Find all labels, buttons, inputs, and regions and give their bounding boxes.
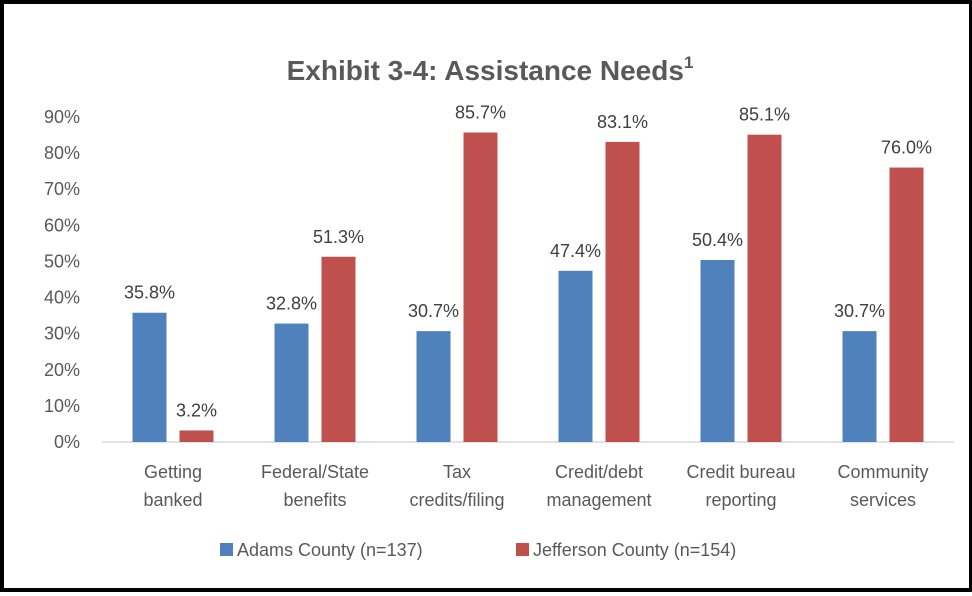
y-tick-label: 80%: [44, 143, 80, 163]
data-label: 30.7%: [408, 301, 459, 321]
category-label: Credit bureau reporting: [686, 462, 795, 510]
legend-label: Adams County (n=137): [237, 540, 423, 560]
y-tick-label: 60%: [44, 215, 80, 235]
category-label: Credit/debt management: [546, 462, 651, 510]
legend-swatch: [220, 543, 233, 556]
legend-label: Jefferson County (n=154): [533, 540, 736, 560]
y-tick-label: 30%: [44, 324, 80, 344]
data-label: 85.7%: [455, 103, 506, 123]
data-label: 35.8%: [124, 283, 175, 303]
data-label: 32.8%: [266, 294, 317, 314]
data-labels: 35.8% 3.2% 32.8% 51.3% 30.7% 85.7% 47.4% 83.1% 5…: [124, 103, 932, 421]
data-label: 83.1%: [597, 112, 648, 132]
x-axis: Getting banked Federal/State benefits Tax cre…: [102, 441, 954, 510]
data-label: 76.0%: [881, 138, 932, 158]
bar: [463, 132, 498, 442]
bar: [889, 167, 924, 443]
y-tick-label: 90%: [44, 107, 80, 127]
y-tick-label: 40%: [44, 288, 80, 308]
bar-series: [132, 132, 924, 443]
data-label: 30.7%: [834, 301, 885, 321]
bar: [605, 141, 640, 442]
data-label: 3.2%: [176, 400, 217, 420]
category-label: Getting banked: [143, 462, 202, 510]
data-label: 50.4%: [692, 230, 743, 250]
data-label: 47.4%: [550, 241, 601, 261]
category-label: Federal/State benefits: [261, 462, 369, 510]
y-tick-label: 0%: [54, 432, 80, 452]
chart-title-text: Exhibit 3-4: Assistance Needs: [287, 55, 684, 86]
y-tick-label: 20%: [44, 360, 80, 380]
bar: [558, 270, 593, 442]
chart-title: Exhibit 3-4: Assistance Needs1: [287, 53, 694, 86]
legend-swatch: [516, 543, 529, 556]
y-axis: 0% 10% 20% 30% 40% 50% 60% 70% 80% 90%: [44, 107, 80, 452]
data-label: 85.1%: [739, 105, 790, 125]
category-label: Community services: [837, 462, 928, 510]
bar: [179, 430, 214, 442]
bar: [747, 134, 782, 442]
bar: [416, 331, 451, 442]
legend: Adams County (n=137) Jefferson County (n=…: [220, 540, 736, 560]
chart-title-superscript: 1: [684, 53, 693, 72]
bar: [321, 256, 356, 442]
y-tick-label: 50%: [44, 251, 80, 271]
bar: [274, 323, 309, 442]
bar: [700, 260, 735, 442]
y-tick-label: 10%: [44, 396, 80, 416]
data-label: 51.3%: [313, 227, 364, 247]
y-tick-label: 70%: [44, 179, 80, 199]
category-label: Tax credits/filing: [409, 462, 504, 510]
bar-chart: Exhibit 3-4: Assistance Needs1 0% 10% 20% 3…: [44, 53, 954, 560]
bar: [842, 331, 877, 442]
bar: [132, 312, 167, 442]
